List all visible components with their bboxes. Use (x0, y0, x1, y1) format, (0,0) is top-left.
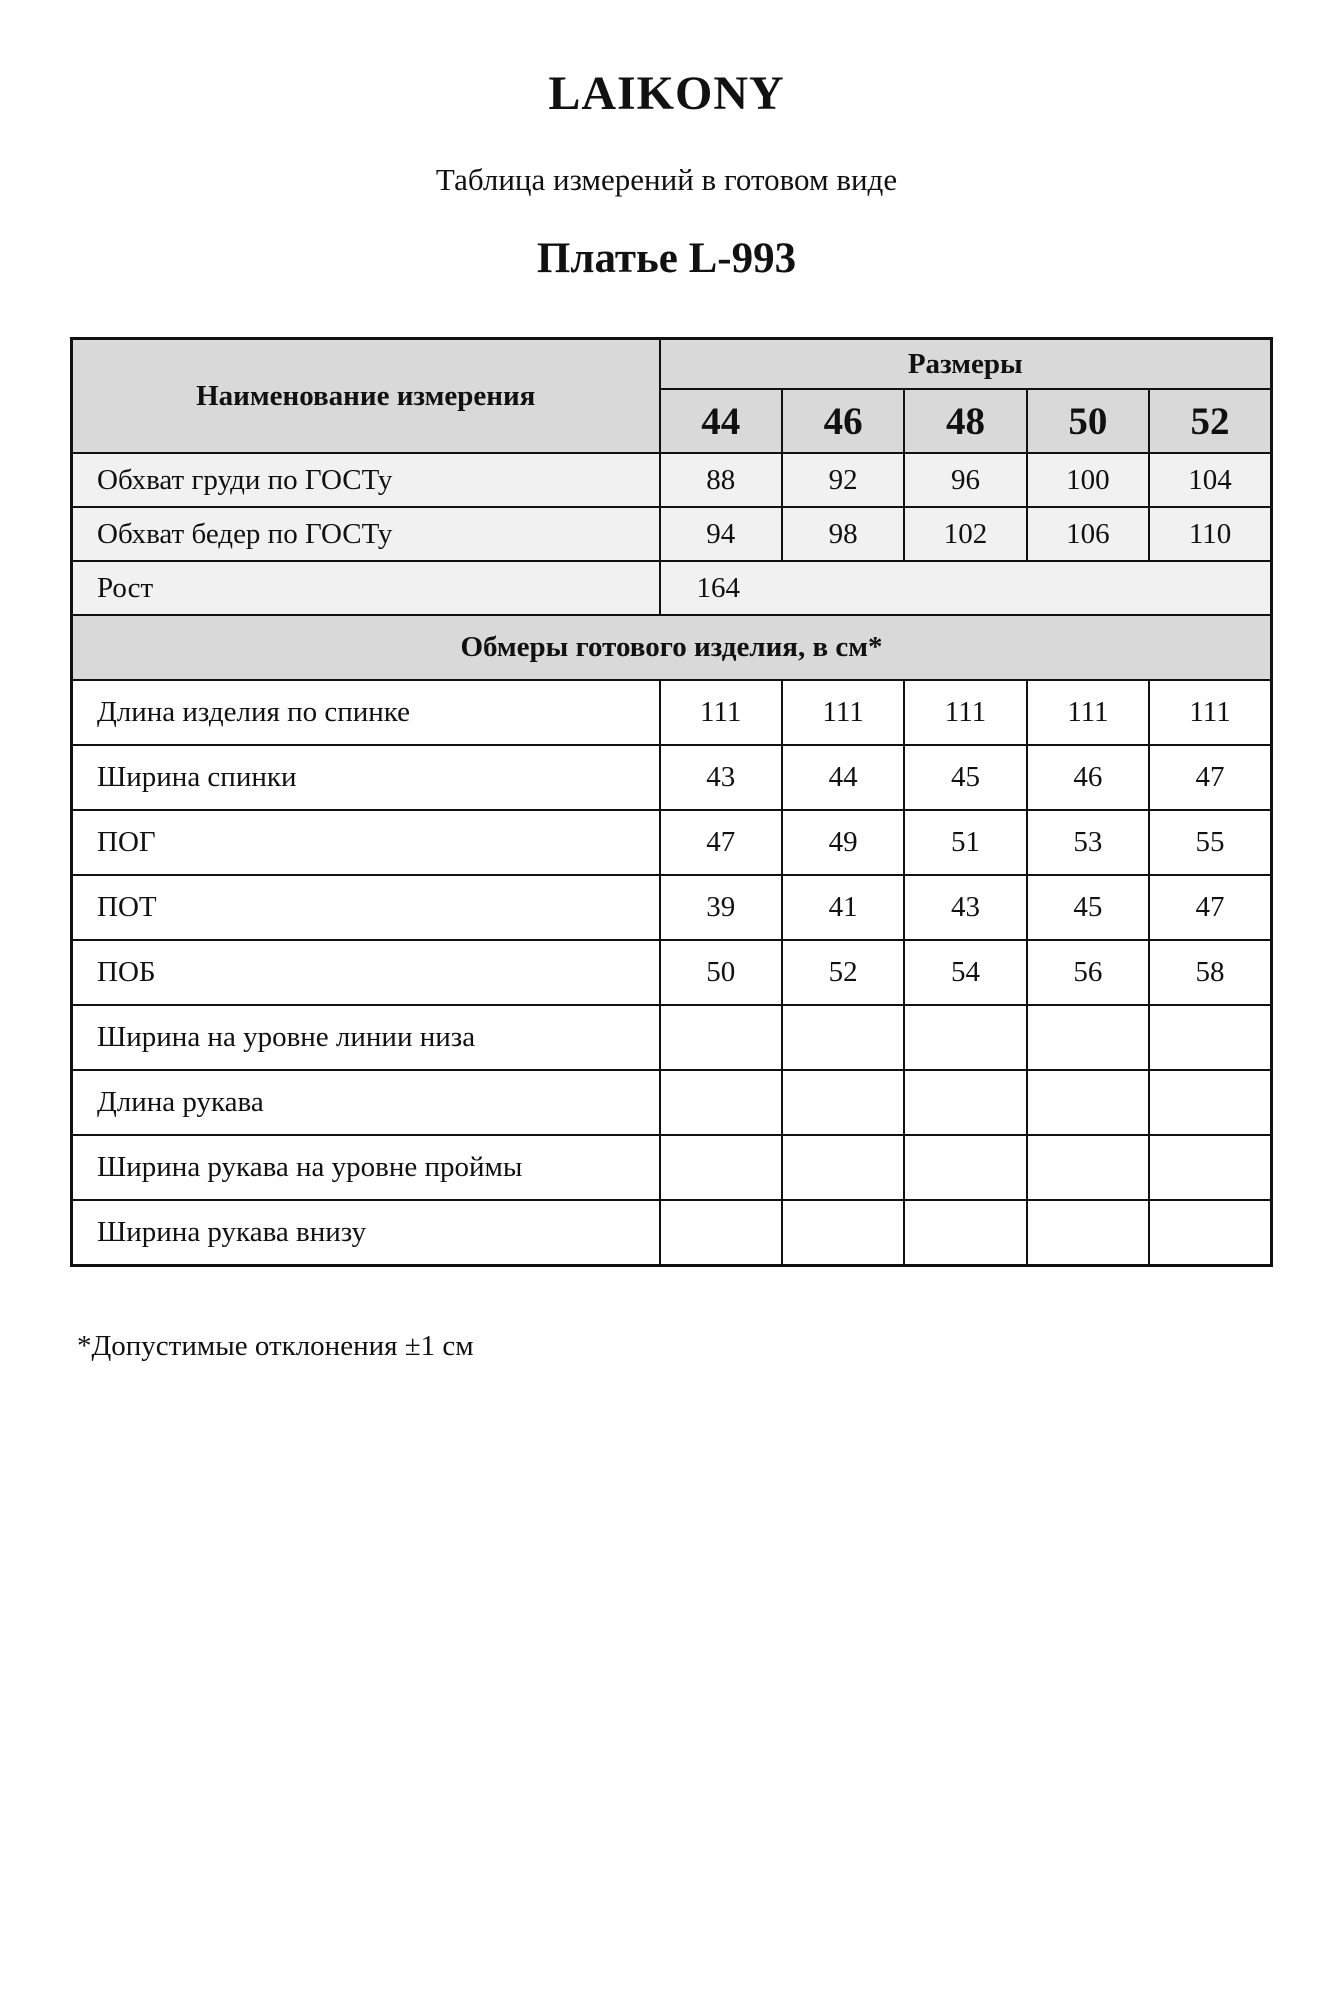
section-header: Обмеры готового изделия, в см* (70, 614, 1273, 681)
measurement-name: Длина рукава (70, 1069, 661, 1136)
measurement-value: 111 (1148, 679, 1273, 746)
size-header-48: 48 (903, 388, 1028, 454)
measurement-value (1148, 1199, 1273, 1266)
measurement-value (780, 1134, 906, 1201)
measurement-value: 110 (1148, 506, 1273, 562)
measurement-name-header: Наименование измерения (70, 337, 661, 454)
table-row: Рост 164 (70, 560, 1273, 616)
measurement-value: 111 (903, 679, 1028, 746)
document-subtitle: Таблица измерений в готовом виде (435, 162, 898, 197)
size-header-52: 52 (1148, 388, 1273, 454)
measurement-name: Ширина на уровне линии низа (70, 1004, 661, 1071)
measurement-value: 54 (903, 939, 1028, 1006)
measurement-value (658, 1199, 783, 1266)
measurement-value (1025, 1199, 1151, 1266)
measurement-value: 58 (1148, 939, 1273, 1006)
size-header-46: 46 (780, 388, 906, 454)
measurement-value (903, 1004, 1028, 1071)
measurement-value (1148, 1004, 1273, 1071)
measurement-value: 53 (1025, 809, 1151, 876)
measurement-value: 50 (658, 939, 783, 1006)
table-row: ПОГ 47 49 51 53 55 (70, 809, 1273, 876)
size-header-50: 50 (1025, 388, 1151, 454)
measurement-value (903, 1134, 1028, 1201)
measurement-value (780, 1069, 906, 1136)
measurement-value (1025, 1004, 1151, 1071)
table-row: Длина рукава (70, 1069, 1273, 1136)
table-row: Ширина рукава на уровне проймы (70, 1134, 1273, 1201)
measurement-value (658, 1004, 783, 1071)
measurement-value: 47 (1148, 874, 1273, 941)
measurement-value (780, 1199, 906, 1266)
table-row: ПОБ 50 52 54 56 58 (70, 939, 1273, 1006)
measurement-value: 111 (780, 679, 906, 746)
measurement-name: Обхват бедер по ГОСТу (70, 506, 661, 562)
measurement-value (1148, 1069, 1273, 1136)
measurement-name: ПОГ (70, 809, 661, 876)
section-header-row: Обмеры готового изделия, в см* (70, 614, 1273, 681)
measurement-name: Ширина спинки (70, 744, 661, 811)
measurement-value: 102 (903, 506, 1028, 562)
measurement-name: Обхват груди по ГОСТу (70, 452, 661, 508)
table-row: Обхват груди по ГОСТу 88 92 96 100 104 (70, 452, 1273, 508)
measurement-value: 45 (1025, 874, 1151, 941)
measurement-value: 104 (1148, 452, 1273, 508)
measurement-value (780, 1004, 906, 1071)
measurement-name: Длина изделия по спинке (70, 679, 661, 746)
measurement-name: Ширина рукава внизу (70, 1199, 661, 1266)
measurement-name: Рост (70, 560, 661, 616)
table-row: Ширина на уровне линии низа (70, 1004, 1273, 1071)
measurement-value: 44 (780, 744, 906, 811)
measurement-value: 56 (1025, 939, 1151, 1006)
size-table: Наименование измерения Размеры 44 46 48 50 5… (70, 337, 1273, 1267)
table-row: Ширина рукава внизу (70, 1199, 1273, 1266)
measurement-value: 98 (780, 506, 906, 562)
measurement-value: 39 (658, 874, 783, 941)
measurement-value (903, 1199, 1028, 1266)
measurement-value (903, 1069, 1028, 1136)
table-row: Обхват бедер по ГОСТу 94 98 102 106 110 (70, 506, 1273, 562)
measurement-name: ПОБ (70, 939, 661, 1006)
footnote: *Допустимые отклонения ±1 см (77, 1330, 474, 1362)
measurement-value: 106 (1025, 506, 1151, 562)
measurement-value (1025, 1069, 1151, 1136)
measurement-value: 51 (903, 809, 1028, 876)
document-title: Платье L-993 (536, 235, 797, 282)
measurement-value: 52 (780, 939, 906, 1006)
measurement-value: 100 (1025, 452, 1151, 508)
measurement-value: 111 (1025, 679, 1151, 746)
brand-name: LAIKONY (548, 67, 785, 120)
measurement-value: 88 (658, 452, 783, 508)
measurement-value: 43 (658, 744, 783, 811)
measurement-value: 164 (658, 560, 1273, 616)
measurement-value (658, 1069, 783, 1136)
measurement-value (1025, 1134, 1151, 1201)
measurement-value: 55 (1148, 809, 1273, 876)
measurement-name: Ширина рукава на уровне проймы (70, 1134, 661, 1201)
sizes-header: Размеры (658, 337, 1273, 390)
measurement-value: 45 (903, 744, 1028, 811)
measurement-value: 47 (1148, 744, 1273, 811)
measurement-value: 41 (780, 874, 906, 941)
measurement-value: 43 (903, 874, 1028, 941)
measurement-value: 111 (658, 679, 783, 746)
measurement-value (658, 1134, 783, 1201)
table-row: Длина изделия по спинке 111 111 111 111 111 (70, 679, 1273, 746)
measurement-value (1148, 1134, 1273, 1201)
measurement-value: 49 (780, 809, 906, 876)
measurement-value: 92 (780, 452, 906, 508)
measurement-name: ПОТ (70, 874, 661, 941)
measurement-value: 96 (903, 452, 1028, 508)
measurement-value: 47 (658, 809, 783, 876)
measurement-value: 46 (1025, 744, 1151, 811)
table-row: Ширина спинки 43 44 45 46 47 (70, 744, 1273, 811)
measurement-value: 94 (658, 506, 783, 562)
table-row: ПОТ 39 41 43 45 47 (70, 874, 1273, 941)
size-header-44: 44 (658, 388, 783, 454)
